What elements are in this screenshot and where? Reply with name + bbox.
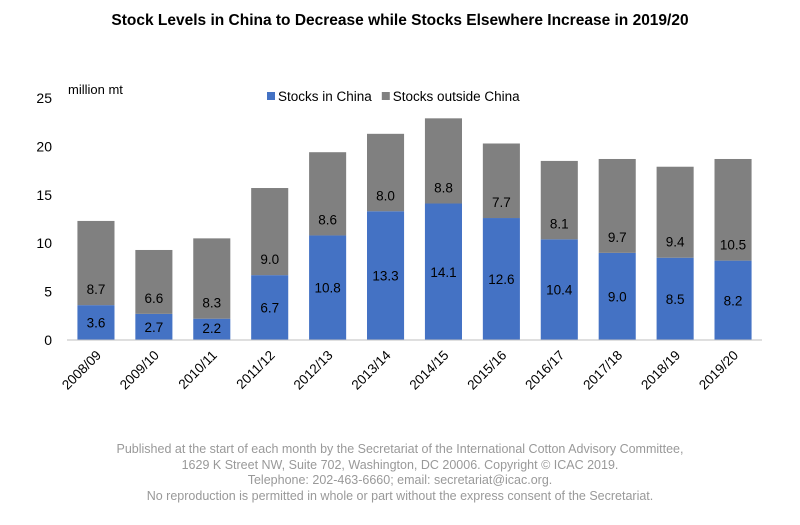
data-label: 6.7 [260,301,279,316]
footer-line-2: 1629 K Street NW, Suite 702, Washington,… [181,457,619,472]
data-label: 8.2 [724,293,743,308]
bar-stocks-outside-china [482,143,520,219]
data-label: 6.6 [144,291,163,306]
bar-stocks-outside-china [77,220,115,306]
data-label: 8.1 [550,216,569,231]
bar-stocks-outside-china [598,158,636,253]
bar-stocks-in-china [482,218,520,340]
data-label: 9.0 [608,289,627,304]
x-tick-label: 2017/18 [580,348,625,393]
x-tick-label: 2018/19 [638,348,683,393]
bar-stocks-in-china [367,211,405,340]
bar-stocks-outside-china [424,118,462,204]
x-tick-label: 2011/12 [233,348,277,392]
bar-stocks-outside-china [135,249,173,314]
data-label: 8.6 [318,212,337,227]
bar-stocks-in-china [540,239,578,340]
bar-stocks-in-china [135,313,173,340]
x-tick-label: 2015/16 [464,348,509,393]
x-tick-label: 2012/13 [291,348,336,393]
y-tick-label: 0 [44,332,52,348]
x-tick-label: 2014/15 [406,348,451,393]
y-axis-label: million mt [68,82,123,97]
bar-stocks-outside-china [714,158,752,261]
data-label: 10.8 [314,281,340,296]
bar-stocks-in-china [251,275,289,340]
bar-stocks-in-china [193,318,231,340]
footer: Published at the start of each month by … [0,442,800,504]
y-tick-label: 20 [36,138,52,154]
data-label: 8.5 [666,292,685,307]
bar-stocks-outside-china [367,133,405,212]
x-tick-label: 2010/11 [175,348,219,392]
bar-stocks-in-china [424,203,462,340]
y-tick-label: 25 [36,90,52,106]
data-label: 9.0 [260,252,279,267]
data-label: 14.1 [430,265,456,280]
legend-swatch [267,92,275,100]
chart-title: Stock Levels in China to Decrease while … [111,12,689,29]
data-label: 9.4 [666,235,685,250]
data-label: 7.7 [492,195,511,210]
bar-stocks-in-china [598,252,636,340]
data-label: 2.7 [144,320,163,335]
data-label: 10.4 [546,283,573,298]
bar-stocks-in-china [309,235,347,340]
data-label: 3.6 [87,316,106,331]
footer-line-3: Telephone: 202-463-6660; email: secretar… [247,473,553,487]
bar-stocks-outside-china [656,166,694,258]
legend-label: Stocks in China [278,89,372,104]
bar-stocks-in-china [77,305,115,340]
data-label: 13.3 [372,269,398,284]
bar-stocks-outside-china [540,160,578,240]
bar-stocks-in-china [714,260,752,340]
bar-stocks-outside-china [251,188,289,276]
y-tick-label: 10 [36,235,52,251]
data-label: 12.6 [488,272,514,287]
stacked-bar-chart: 0 5 10 15 20 25 million mt 3.6 8.7 2008/09 2.7 6.6 2… [36,82,762,393]
data-label: 10.5 [720,238,746,253]
bar-stocks-outside-china [309,152,347,236]
data-label: 8.3 [202,296,221,311]
bar-stocks-in-china [656,257,694,340]
legend-swatch [381,92,390,100]
x-tick-label: 2013/14 [349,347,394,392]
data-label: 9.7 [608,230,627,245]
x-tick-label: 2019/20 [696,348,741,393]
x-tick-label: 2016/17 [522,348,567,393]
legend-label: Stocks outside China [393,89,520,104]
footer-line-4: No reproduction is permitted in whole or… [146,488,654,503]
data-label: 2.2 [202,321,221,336]
bar-stocks-outside-china [193,238,231,319]
y-tick-label: 15 [36,187,52,203]
x-tick-label: 2009/10 [117,348,162,393]
x-tick-label: 2008/09 [59,348,104,393]
data-label: 8.8 [434,181,453,196]
data-label: 8.7 [87,282,106,297]
footer-line-1: Published at the start of each month by … [116,442,684,456]
data-label: 8.0 [376,188,395,203]
y-tick-label: 5 [44,284,52,300]
